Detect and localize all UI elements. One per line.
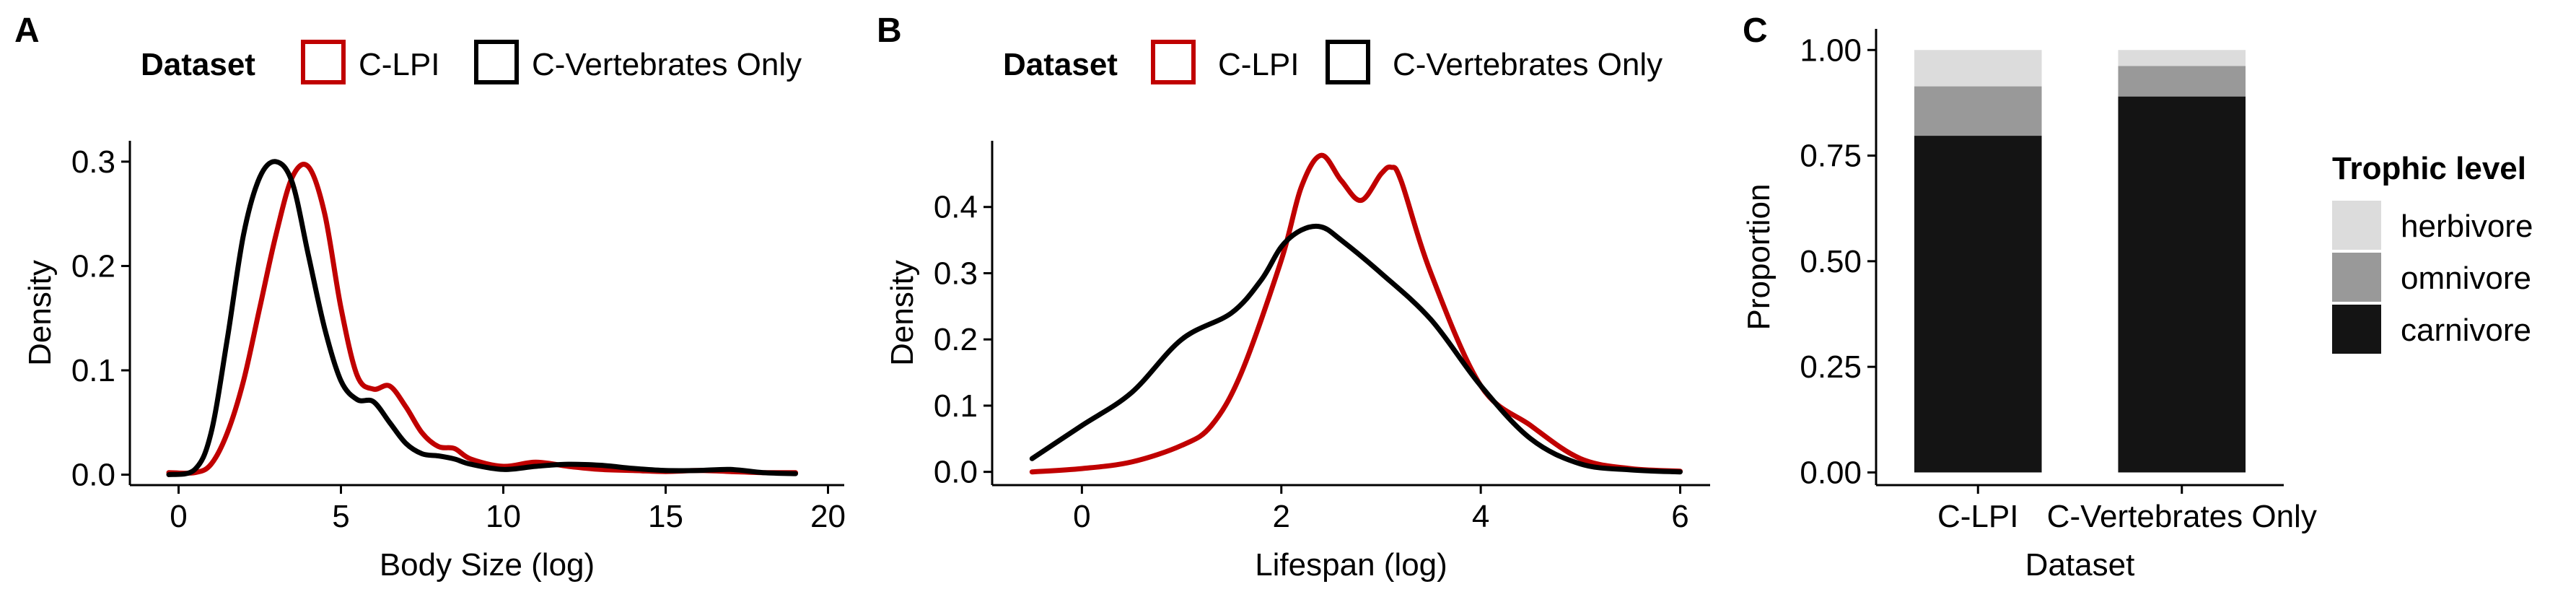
x-axis-title: Dataset — [2025, 547, 2135, 583]
legend-key-1 — [301, 40, 346, 84]
panel-label: B — [877, 12, 902, 50]
density-line-c-vertebrates-only — [1029, 223, 1683, 475]
y-tick-label: 0.0 — [71, 458, 115, 493]
x-tick-label: 0 — [1073, 499, 1090, 534]
x-tick-label: 20 — [810, 499, 846, 534]
legend-key-herbivore — [2332, 201, 2381, 250]
x-tick-label: 10 — [486, 499, 521, 534]
x-tick-label: 0 — [170, 499, 187, 534]
y-tick-label: 0.1 — [71, 353, 115, 388]
panel-c: C 0.00 0.25 0.50 0.75 1.00 C-LPI C-Vertebrates … — [1741, 12, 2533, 583]
x-axis-title: Body Size (log) — [380, 547, 595, 583]
bar-omnivore-2 — [2118, 66, 2246, 97]
x-tick-label: 5 — [332, 499, 349, 534]
density-line-c-lpi — [166, 162, 798, 476]
bar-carnivore-1 — [1914, 136, 2042, 473]
x-tick-label: C-LPI — [1937, 499, 2018, 534]
legend-label-1: C-LPI — [359, 47, 439, 82]
legend-label-1: C-LPI — [1218, 47, 1299, 82]
legend-key-omnivore — [2332, 253, 2381, 302]
y-tick-label: 0.3 — [71, 144, 115, 180]
legend-label-carnivore: carnivore — [2401, 313, 2531, 348]
bar-herbivore-1 — [1914, 50, 2042, 87]
bar-herbivore-2 — [2118, 50, 2246, 66]
y-tick-label: 1.00 — [1800, 32, 1862, 68]
x-axis-title: Lifespan (log) — [1255, 547, 1447, 583]
legend-key-1 — [1151, 40, 1196, 84]
y-tick-label: 0.00 — [1800, 455, 1862, 490]
y-axis-title: Density — [22, 260, 58, 366]
legend-title: Trophic level — [2332, 151, 2526, 186]
density-line-c-lpi — [1029, 152, 1683, 475]
density-line-c-vertebrates-only — [166, 159, 798, 477]
y-tick-label: 0.0 — [934, 455, 978, 490]
bar-carnivore-2 — [2118, 96, 2246, 473]
panel-a: A Dataset C-LPI C-Vertebrates Only 0.0 0.1 0.2… — [14, 12, 846, 583]
y-tick-label: 0.25 — [1800, 349, 1862, 385]
y-tick-label: 0.2 — [934, 322, 978, 357]
y-tick-label: 0.4 — [934, 190, 978, 225]
panel-label: C — [1743, 12, 1768, 50]
y-tick-label: 0.2 — [71, 248, 115, 284]
x-tick-label: 4 — [1472, 499, 1489, 534]
legend-title: Dataset — [141, 47, 255, 82]
legend-label-2: C-Vertebrates Only — [532, 47, 802, 82]
y-tick-label: 0.50 — [1800, 244, 1862, 279]
legend-label-omnivore: omnivore — [2401, 261, 2531, 296]
legend-key-2 — [474, 40, 519, 84]
bar-omnivore-1 — [1914, 86, 2042, 136]
legend-title: Dataset — [1003, 47, 1118, 82]
x-tick-label: 15 — [648, 499, 683, 534]
panel-b: B Dataset C-LPI C-Vertebrates Only 0.0 0.1 0.2… — [877, 12, 1710, 583]
y-tick-label: 0.75 — [1800, 139, 1862, 174]
y-tick-label: 0.1 — [934, 388, 978, 424]
x-tick-label: C-Vertebrates Only — [2047, 499, 2317, 534]
y-tick-label: 0.3 — [934, 256, 978, 291]
x-tick-label: 6 — [1671, 499, 1688, 534]
legend-label-herbivore: herbivore — [2401, 209, 2533, 244]
legend-key-2 — [1326, 40, 1370, 84]
y-axis-title: Density — [885, 260, 920, 366]
legend-label-2: C-Vertebrates Only — [1393, 47, 1662, 82]
panel-label: A — [14, 12, 40, 50]
x-tick-label: 2 — [1273, 499, 1290, 534]
y-axis-title: Proportion — [1741, 183, 1777, 330]
legend-key-carnivore — [2332, 305, 2381, 354]
